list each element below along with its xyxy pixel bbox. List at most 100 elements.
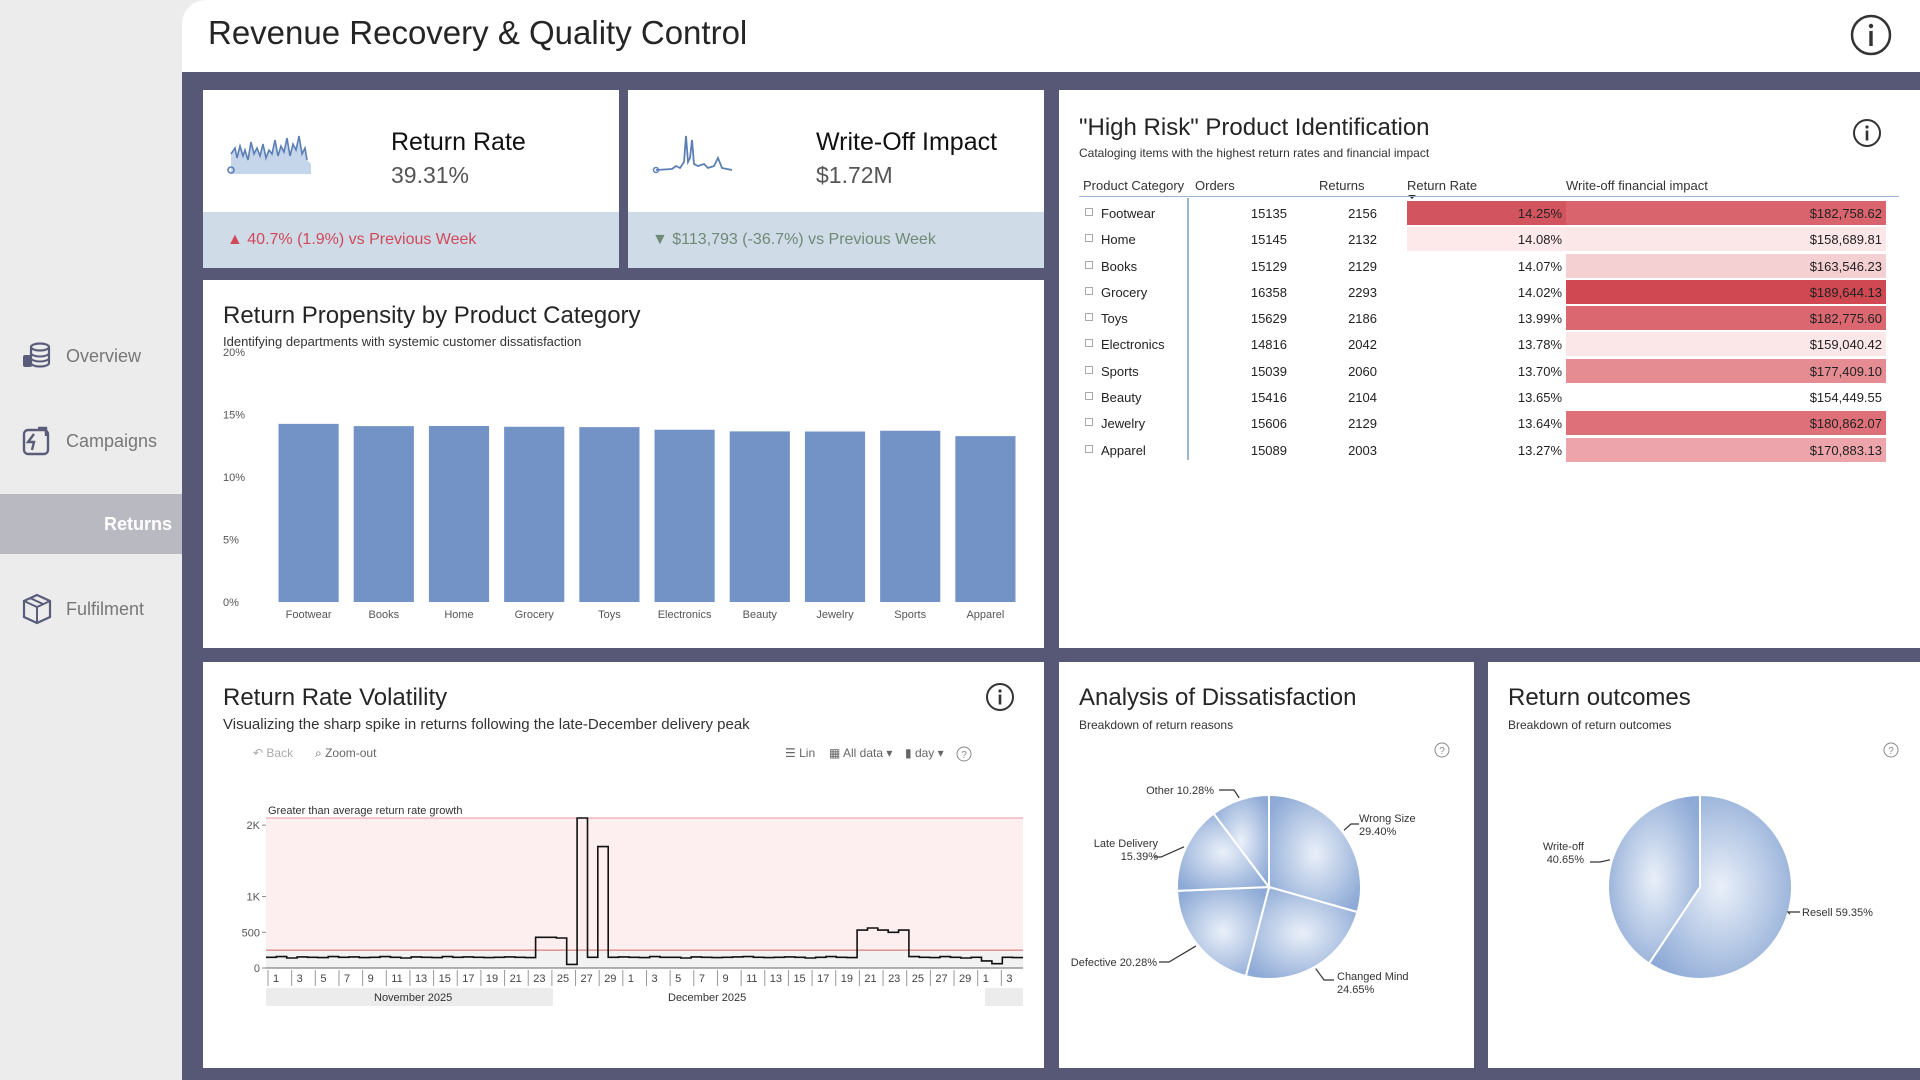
cell-writeoff: $180,862.07 bbox=[1566, 411, 1886, 436]
expand-icon[interactable] bbox=[1085, 365, 1093, 374]
cell-category: Home bbox=[1101, 232, 1136, 248]
table-row[interactable]: Sports 15039 2060 13.70% $177,409.10 bbox=[1077, 358, 1897, 384]
cell-orders: 15129 bbox=[1250, 258, 1287, 274]
expand-icon[interactable] bbox=[1085, 286, 1093, 295]
cell-orders: 15145 bbox=[1250, 232, 1287, 248]
cell-writeoff: $154,449.55 bbox=[1566, 385, 1886, 410]
help-icon[interactable]: ? bbox=[1883, 742, 1899, 758]
column-header[interactable]: Orders bbox=[1195, 178, 1235, 193]
outcomes-card: Return outcomes Breakdown of return outc… bbox=[1488, 662, 1920, 1068]
expand-icon[interactable] bbox=[1085, 208, 1093, 216]
pie-slice[interactable] bbox=[1244, 885, 1359, 980]
kpi-writeoff-card[interactable]: Write-Off Impact $1.72M ▼ $113,793 (-36.… bbox=[628, 90, 1044, 268]
pie-slice[interactable] bbox=[1607, 793, 1701, 965]
cell-return-rate: 13.70% bbox=[1407, 358, 1566, 383]
table-row[interactable]: Toys 15629 2186 13.99% $182,775.60 bbox=[1077, 305, 1897, 331]
cell-category: Beauty bbox=[1101, 390, 1142, 406]
expand-icon[interactable] bbox=[1085, 234, 1093, 243]
bar[interactable] bbox=[579, 427, 640, 602]
pie-slice[interactable] bbox=[1176, 812, 1271, 892]
x-tick-label: 19 bbox=[486, 973, 498, 985]
zoom-out-button[interactable]: ⌕ Zoom-out bbox=[315, 746, 376, 761]
range-label: All data bbox=[843, 746, 884, 760]
x-tick-label: 29 bbox=[959, 973, 971, 985]
magnifier-icon: ⌕ bbox=[315, 746, 322, 760]
kpi-return-rate-card[interactable]: Return Rate 39.31% ▲ 40.7% (1.9%) vs Pre… bbox=[203, 90, 619, 268]
column-header[interactable]: Returns bbox=[1319, 178, 1365, 193]
table-row[interactable]: Home 15145 2132 14.08% $158,689.81 bbox=[1077, 226, 1897, 252]
slice-label: Other 10.28% bbox=[1146, 785, 1214, 797]
high-risk-table: Product Category Orders Returns Return R… bbox=[1077, 176, 1897, 463]
cell-returns: 2129 bbox=[1348, 416, 1377, 432]
card-subtitle: Breakdown of return outcomes bbox=[1508, 718, 1672, 732]
cell-writeoff: $189,644.13 bbox=[1566, 279, 1886, 304]
table-row[interactable]: Grocery 16358 2293 14.02% $189,644.13 bbox=[1077, 279, 1897, 305]
pie-slice[interactable] bbox=[1176, 885, 1271, 978]
range-dropdown[interactable]: ▦ All data ▾ bbox=[829, 746, 892, 760]
table-row[interactable]: Footwear 15135 2156 14.25% $182,758.62 bbox=[1077, 200, 1897, 226]
column-header[interactable]: Return Rate bbox=[1407, 178, 1478, 193]
volatility-line-chart: Greater than average return rate growth 0… bbox=[242, 805, 1023, 1006]
slice-label: Write-off bbox=[1543, 841, 1585, 853]
sidebar-item-fulfilment[interactable]: Fulfilment bbox=[0, 579, 182, 639]
x-tick-label: 13 bbox=[415, 973, 427, 985]
info-icon[interactable] bbox=[1850, 14, 1892, 56]
series-line[interactable] bbox=[266, 817, 1023, 966]
dissatisfaction-card: Analysis of Dissatisfaction Breakdown of… bbox=[1059, 662, 1474, 1068]
table-row[interactable]: Books 15129 2129 14.07% $163,546.23 bbox=[1077, 253, 1897, 279]
cell-orders: 15089 bbox=[1250, 442, 1287, 458]
expand-icon[interactable] bbox=[1085, 418, 1093, 427]
pie-slice[interactable] bbox=[1212, 793, 1270, 890]
expand-icon[interactable] bbox=[1085, 392, 1093, 401]
expand-icon[interactable] bbox=[1085, 339, 1093, 348]
sidebar-item-label: Returns bbox=[103, 513, 172, 534]
bar[interactable] bbox=[729, 431, 790, 602]
x-tick-label: 1 bbox=[628, 973, 634, 985]
table-row[interactable]: Apparel 15089 2003 13.27% $170,883.13 bbox=[1077, 437, 1897, 463]
expand-icon[interactable] bbox=[1085, 313, 1093, 322]
x-tick-label: 1 bbox=[983, 973, 989, 985]
cell-category: Books bbox=[1101, 258, 1138, 274]
x-tick-label: 3 bbox=[297, 973, 303, 985]
cell-return-rate-text: 13.99% bbox=[1517, 311, 1562, 327]
x-tick-label: 9 bbox=[722, 973, 728, 985]
back-button[interactable]: ↶ Back bbox=[253, 746, 293, 760]
bar[interactable] bbox=[428, 426, 490, 602]
bar[interactable] bbox=[880, 430, 941, 602]
x-tick-label: Footwear bbox=[286, 609, 332, 621]
slice-label: Late Delivery bbox=[1094, 838, 1159, 850]
info-icon[interactable] bbox=[985, 682, 1015, 712]
kpi-value: 39.31% bbox=[391, 162, 470, 188]
bar[interactable] bbox=[353, 426, 414, 602]
bar[interactable] bbox=[278, 423, 339, 602]
sidebar-item-campaigns[interactable]: Campaigns bbox=[0, 411, 182, 471]
column-header[interactable]: Product Category bbox=[1083, 178, 1185, 193]
cell-writeoff-text: $189,644.13 bbox=[1809, 284, 1882, 300]
bar[interactable] bbox=[955, 436, 1016, 602]
x-tick-label: 29 bbox=[604, 973, 616, 985]
table-row[interactable]: Jewelry 15606 2129 13.64% $180,862.07 bbox=[1077, 410, 1897, 436]
scale-lin-button[interactable]: ☰ Lin bbox=[785, 746, 815, 760]
column-header[interactable]: Write-off financial impact bbox=[1566, 178, 1708, 193]
pie-slice[interactable] bbox=[1647, 793, 1793, 980]
table-row[interactable]: Electronics 14816 2042 13.78% $159,040.42 bbox=[1077, 331, 1897, 357]
table-row[interactable]: Beauty 15416 2104 13.65% $154,449.55 bbox=[1077, 384, 1897, 410]
x-tick-label: 5 bbox=[320, 973, 326, 985]
bar[interactable] bbox=[654, 429, 715, 602]
sidebar-item-returns[interactable]: Returns bbox=[0, 494, 182, 554]
leader-line bbox=[1159, 945, 1197, 963]
expand-icon[interactable] bbox=[1085, 260, 1093, 269]
expand-icon[interactable] bbox=[1085, 444, 1093, 453]
cell-return-rate-text: 14.25% bbox=[1517, 206, 1562, 221]
bar[interactable] bbox=[504, 426, 565, 602]
help-icon[interactable]: ? bbox=[956, 746, 972, 762]
pie-slice[interactable] bbox=[1268, 793, 1362, 914]
package-box-icon bbox=[22, 593, 52, 625]
help-icon[interactable]: ? bbox=[1434, 742, 1450, 758]
sidebar-item-overview[interactable]: Overview bbox=[0, 326, 182, 386]
granularity-dropdown[interactable]: ▮ day ▾ bbox=[905, 746, 944, 760]
bar[interactable] bbox=[804, 431, 866, 603]
page-title: Revenue Recovery & Quality Control bbox=[208, 14, 748, 51]
info-icon[interactable] bbox=[1852, 118, 1882, 148]
dashboard-canvas: Return Rate 39.31% ▲ 40.7% (1.9%) vs Pre… bbox=[182, 72, 1920, 1080]
